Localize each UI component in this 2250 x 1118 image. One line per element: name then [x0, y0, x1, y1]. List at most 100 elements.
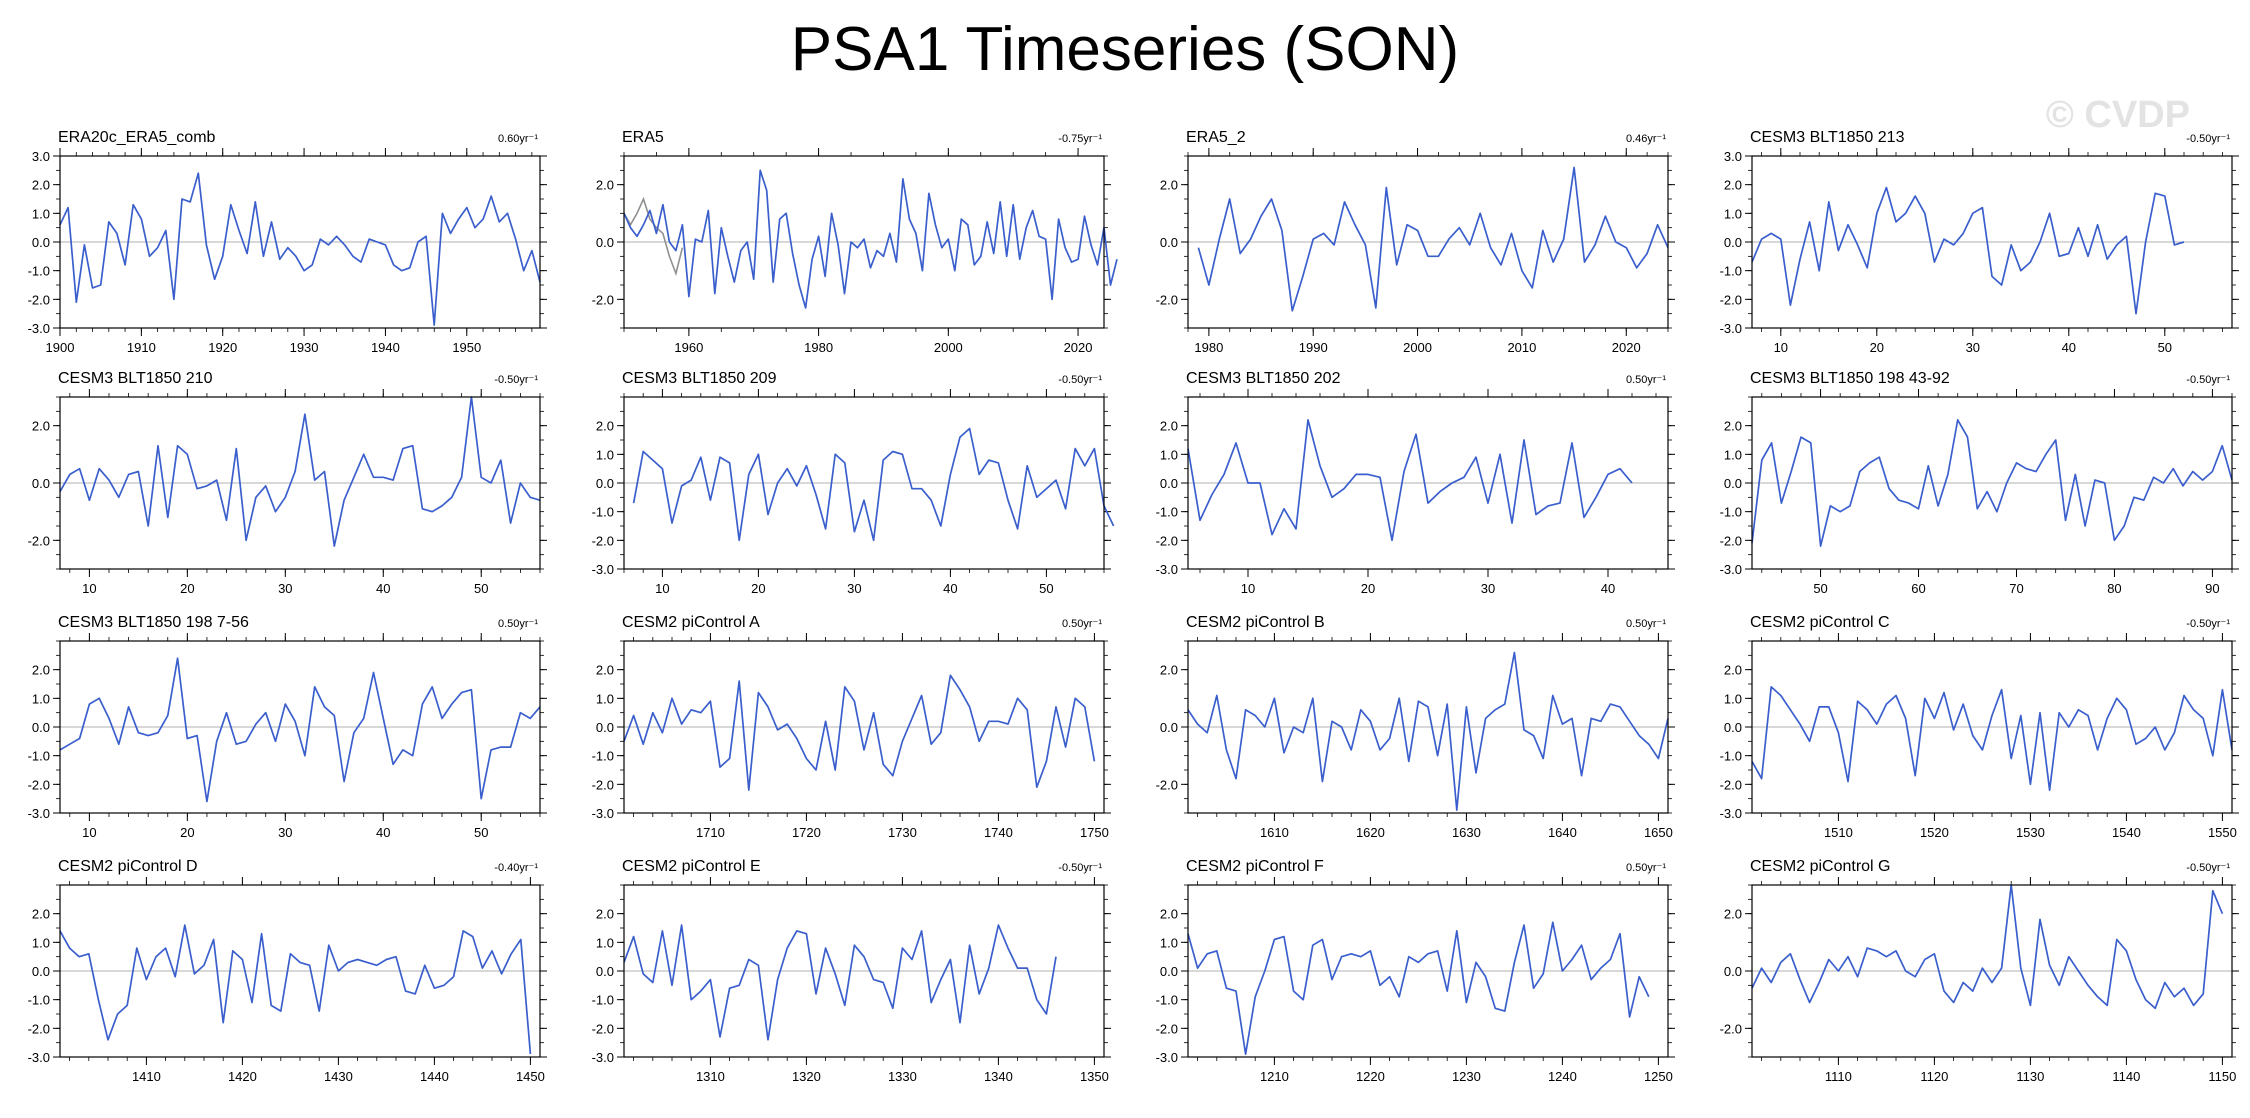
panel-title: ERA20c_ERA5_comb	[58, 129, 216, 146]
y-tick-label: -1.0	[28, 749, 50, 764]
series-line	[623, 169, 1118, 309]
y-tick-label: -2.0	[1156, 1021, 1178, 1036]
series-line	[1751, 186, 2185, 315]
cvdp-watermark: © CVDP	[2045, 94, 2190, 136]
x-tick-label: 10	[1241, 581, 1255, 596]
x-tick-label: 1230	[1452, 1069, 1481, 1084]
panel-trend: -0.40yr⁻¹	[494, 862, 538, 874]
panel-frame	[59, 155, 541, 329]
x-tick-label: 1440	[420, 1069, 449, 1084]
y-tick-label: -3.0	[1156, 562, 1178, 577]
y-tick-label: -1.0	[28, 264, 50, 279]
x-tick-label: 1730	[888, 825, 917, 840]
x-tick-label: 1950	[452, 340, 481, 355]
y-tick-label: 0.0	[1160, 720, 1178, 735]
y-tick-label: -2.0	[28, 533, 50, 548]
page-title: PSA1 Timeseries (SON)	[790, 15, 1460, 84]
y-tick-label: -3.0	[1720, 562, 1742, 577]
panel-frame	[1751, 884, 2233, 1058]
y-tick-label: -2.0	[28, 777, 50, 792]
panel-frame	[1187, 396, 1669, 570]
series-line-obs-extra	[623, 196, 684, 277]
y-tick-label: 2.0	[596, 178, 614, 193]
x-tick-label: 1740	[984, 825, 1013, 840]
panel-4: CESM3 BLT1850 213 -0.50yr⁻¹ 3.0 2.0 1.0 0.0 -1…	[1720, 129, 2239, 355]
panel-trend: 0.50yr⁻¹	[1062, 618, 1102, 630]
panel-frame	[1187, 884, 1669, 1058]
y-tick-label: -2.0	[1156, 533, 1178, 548]
x-tick-label: 30	[847, 581, 861, 596]
y-tick-label: 3.0	[32, 149, 50, 164]
x-tick-label: 1310	[696, 1069, 725, 1084]
y-tick-label: 0.0	[1724, 235, 1742, 250]
panel-frame	[1187, 155, 1669, 329]
x-tick-label: 1710	[696, 825, 725, 840]
y-tick-label: -1.0	[1720, 749, 1742, 764]
y-tick-label: 2.0	[596, 907, 614, 922]
panel-title: CESM2 piControl B	[1186, 614, 1325, 631]
y-tick-label: 2.0	[1160, 907, 1178, 922]
y-tick-label: -1.0	[1156, 505, 1178, 520]
panel-3: ERA5_2 0.46yr⁻¹ 2.0 0.0 -2.0 1980 1990 2000 2010…	[1156, 129, 1675, 355]
series-line	[623, 674, 1096, 791]
x-tick-label: 2010	[1507, 340, 1536, 355]
x-tick-label: 1320	[792, 1069, 821, 1084]
series-line	[59, 657, 541, 803]
x-tick-label: 1350	[1080, 1069, 1109, 1084]
y-tick-label: 2.0	[1160, 419, 1178, 434]
y-tick-label: -1.0	[28, 993, 50, 1008]
y-tick-label: -1.0	[592, 993, 614, 1008]
y-tick-label: 1.0	[1724, 447, 1742, 462]
y-tick-label: 1.0	[596, 935, 614, 950]
x-tick-label: 1920	[208, 340, 237, 355]
panel-title: CESM2 piControl G	[1750, 858, 1891, 875]
x-tick-label: 1650	[1644, 825, 1673, 840]
panel-frame	[1187, 640, 1669, 814]
x-tick-label: 1550	[2208, 825, 2237, 840]
x-tick-label: 20	[180, 581, 194, 596]
y-tick-label: 1.0	[596, 447, 614, 462]
panel-9: CESM3 BLT1850 198 7-56 0.50yr⁻¹ 2.0 1.0 0.0 -…	[28, 614, 547, 840]
y-tick-label: -3.0	[1720, 806, 1742, 821]
panel-trend: -0.50yr⁻¹	[494, 374, 538, 386]
y-tick-label: 1.0	[1160, 935, 1178, 950]
panel-13: CESM2 piControl D -0.40yr⁻¹ 2.0 1.0 0.0 -1.0 -…	[28, 858, 547, 1084]
y-tick-label: -1.0	[592, 505, 614, 520]
x-tick-label: 20	[1361, 581, 1375, 596]
panel-8: CESM3 BLT1850 198 43-92 -0.50yr⁻¹ 2.0 1.0 0.…	[1720, 370, 2239, 596]
x-tick-label: 80	[2107, 581, 2121, 596]
y-tick-label: 0.0	[1160, 476, 1178, 491]
y-tick-label: -3.0	[592, 562, 614, 577]
y-tick-label: -2.0	[28, 292, 50, 307]
y-tick-label: 2.0	[32, 663, 50, 678]
panel-title: CESM2 piControl F	[1186, 858, 1324, 875]
x-tick-label: 40	[2062, 340, 2076, 355]
x-tick-label: 1980	[804, 340, 833, 355]
y-tick-label: 0.0	[1160, 235, 1178, 250]
panel-10: CESM2 piControl A 0.50yr⁻¹ 2.0 1.0 0.0 -1.0 -2…	[592, 614, 1111, 840]
panel-trend: 0.50yr⁻¹	[498, 618, 538, 630]
x-tick-label: 1140	[2112, 1069, 2140, 1084]
panel-title: CESM2 piControl A	[622, 614, 760, 631]
x-tick-label: 1410	[132, 1069, 161, 1084]
x-tick-label: 1110	[1825, 1069, 1852, 1084]
y-tick-label: -3.0	[28, 1050, 50, 1065]
y-tick-label: -2.0	[1720, 292, 1742, 307]
panel-5: CESM3 BLT1850 210 -0.50yr⁻¹ 2.0 0.0 -2.0 10 20…	[28, 370, 547, 596]
y-tick-label: 1.0	[1160, 447, 1178, 462]
x-tick-label: 1120	[1920, 1069, 1948, 1084]
panel-title: CESM3 BLT1850 198 7-56	[58, 614, 249, 631]
y-tick-label: 0.0	[1724, 476, 1742, 491]
y-tick-label: 1.0	[32, 691, 50, 706]
panel-frame	[623, 884, 1105, 1058]
x-tick-label: 1150	[2208, 1069, 2236, 1084]
y-tick-label: 0.0	[32, 964, 50, 979]
x-tick-label: 2020	[1612, 340, 1641, 355]
y-tick-label: 2.0	[1160, 663, 1178, 678]
series-line	[1751, 686, 2233, 791]
y-tick-label: -2.0	[592, 533, 614, 548]
panel-frame	[623, 640, 1105, 814]
y-tick-label: -3.0	[28, 321, 50, 336]
x-tick-label: 1990	[1299, 340, 1328, 355]
